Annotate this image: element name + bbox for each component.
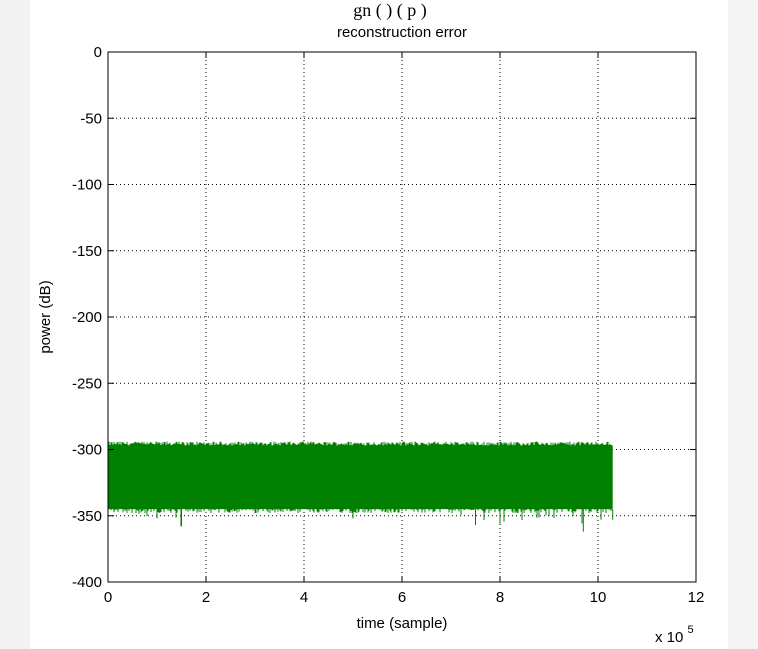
- y-axis-label: power (dB): [37, 280, 54, 353]
- x-tick-label: 6: [398, 589, 406, 606]
- chart-title: reconstruction error: [337, 24, 467, 41]
- x-tick-label: 10: [590, 589, 607, 606]
- x-multiplier-exponent: 5: [688, 624, 694, 636]
- x-multiplier-base: x 10: [655, 629, 683, 646]
- grid: [108, 52, 696, 582]
- y-tick-label: -200: [72, 309, 102, 326]
- x-tick-labels: 0 2 4 6 8 10 12: [104, 589, 705, 606]
- y-tick-label: -300: [72, 442, 102, 459]
- y-tick-label: -100: [72, 177, 102, 194]
- y-tick-label: -50: [80, 110, 102, 127]
- header-fragment: gn ( ) ( p ): [353, 0, 426, 21]
- series-area: [107, 441, 614, 532]
- y-tick-label: -150: [72, 243, 102, 260]
- y-tick-label: -250: [72, 375, 102, 392]
- x-tick-label: 8: [496, 589, 504, 606]
- y-tick-labels: 0 -50 -100 -150 -200 -250 -300 -350 -400: [72, 44, 102, 591]
- x-tick-label: 0: [104, 589, 112, 606]
- ticks: [107, 51, 697, 583]
- y-tick-label: 0: [94, 44, 102, 61]
- x-tick-label: 12: [688, 589, 705, 606]
- series-band: [108, 445, 613, 510]
- x-tick-label: 4: [300, 589, 308, 606]
- y-tick-label: -350: [72, 508, 102, 525]
- series-upper-noise: [107, 441, 613, 449]
- y-tick-label: -400: [72, 574, 102, 591]
- x-tick-label: 2: [202, 589, 210, 606]
- x-axis-label: time (sample): [357, 615, 448, 632]
- x-multiplier: x 10 5: [655, 624, 694, 646]
